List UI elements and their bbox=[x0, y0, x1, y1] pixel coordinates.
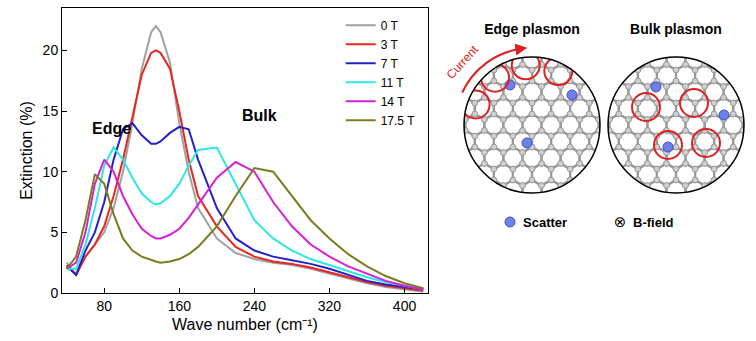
svg-text:14 T: 14 T bbox=[381, 95, 405, 109]
svg-text:240: 240 bbox=[243, 298, 267, 314]
svg-text:⊗: ⊗ bbox=[614, 213, 627, 231]
svg-text:11 T: 11 T bbox=[381, 76, 405, 90]
svg-text:15: 15 bbox=[43, 103, 59, 119]
svg-text:Wave number (cm⁻¹): Wave number (cm⁻¹) bbox=[172, 316, 318, 333]
svg-text:Bulk plasmon: Bulk plasmon bbox=[630, 21, 722, 37]
svg-text:Scatter: Scatter bbox=[523, 215, 567, 230]
svg-text:0 T: 0 T bbox=[381, 19, 399, 33]
svg-text:80: 80 bbox=[96, 298, 112, 314]
svg-text:Extinction (%): Extinction (%) bbox=[18, 101, 35, 200]
svg-text:B-field: B-field bbox=[633, 215, 674, 230]
svg-text:0: 0 bbox=[50, 285, 58, 301]
svg-text:320: 320 bbox=[318, 298, 342, 314]
svg-text:17.5 T: 17.5 T bbox=[381, 114, 415, 128]
svg-text:5: 5 bbox=[50, 224, 58, 240]
svg-text:Current: Current bbox=[444, 42, 482, 82]
svg-text:10: 10 bbox=[43, 164, 59, 180]
svg-text:Edge plasmon: Edge plasmon bbox=[484, 21, 580, 37]
svg-text:7 T: 7 T bbox=[381, 57, 399, 71]
svg-text:400: 400 bbox=[393, 298, 417, 314]
svg-text:Edge: Edge bbox=[92, 120, 131, 137]
svg-text:20: 20 bbox=[43, 42, 59, 58]
svg-text:Bulk: Bulk bbox=[242, 107, 277, 124]
svg-text:3 T: 3 T bbox=[381, 38, 399, 52]
svg-text:160: 160 bbox=[168, 298, 192, 314]
